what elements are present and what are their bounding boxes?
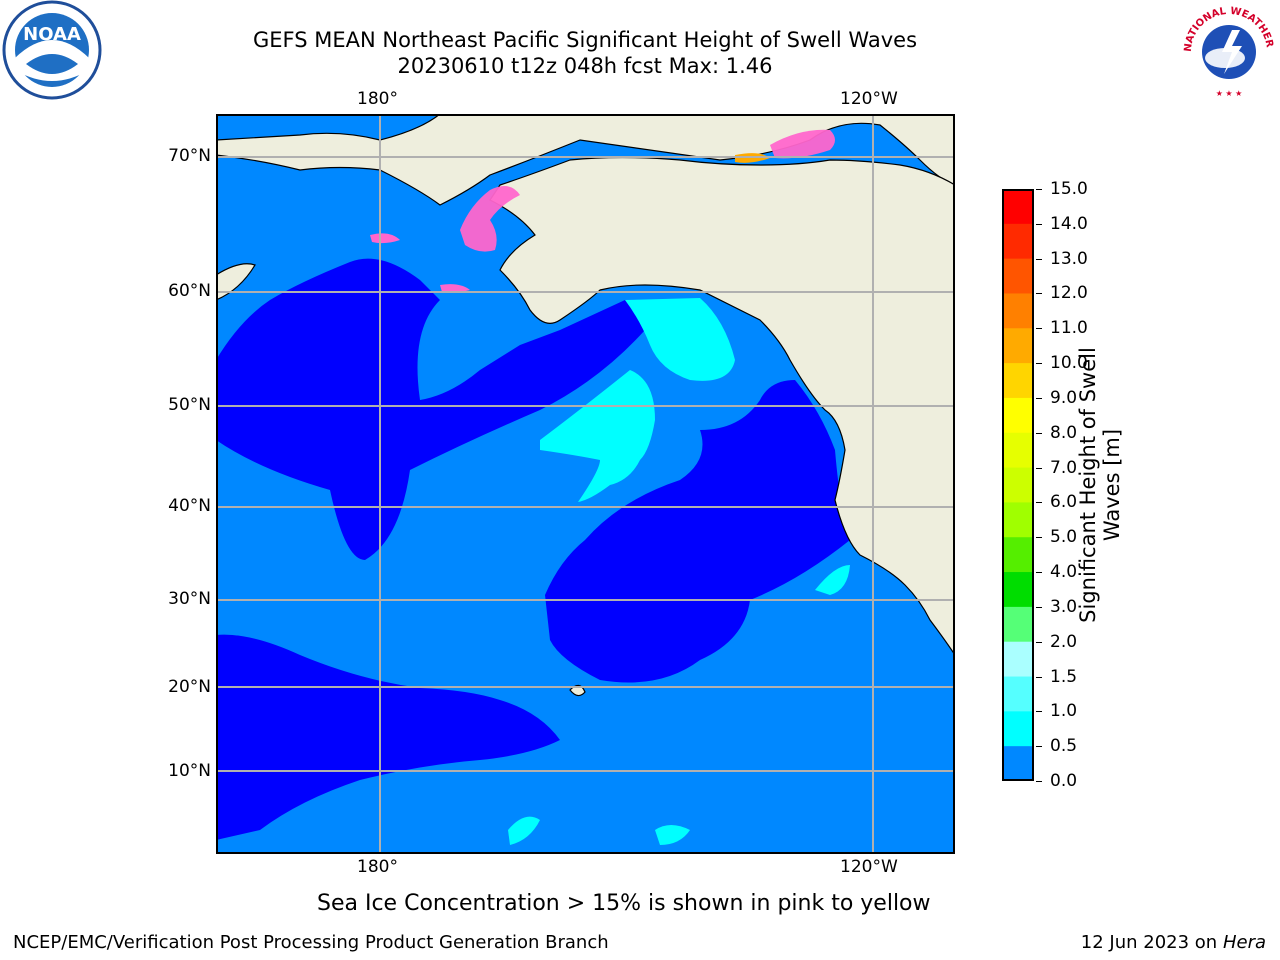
lat-label-30n: 30°N <box>168 589 211 609</box>
map-subtitle: 20230610 t12z 048h fcst Max: 1.46 <box>397 54 773 78</box>
sea-ice-note: Sea Ice Concentration > 15% is shown in … <box>317 891 931 916</box>
colorbar-ticks: 15.0 14.0 13.0 12.0 11.0 10.0 9.0 8.0 7.0 6.0 5.0 4… <box>1036 179 1106 792</box>
colorbar-tick-label: 1.5 <box>1050 666 1078 687</box>
colorbar-tick-mark <box>1036 711 1042 713</box>
colorbar-tick-label: 10.0 <box>1050 353 1088 374</box>
colorbar-segment <box>1002 432 1034 469</box>
colorbar-segment <box>1002 258 1034 294</box>
colorbar-tick-mark <box>1036 223 1042 225</box>
swell-low-region <box>216 258 850 840</box>
colorbar-segment <box>1002 363 1034 399</box>
colorbar-tick-mark <box>1036 363 1042 365</box>
colorbar-tick-label: 12.0 <box>1050 283 1088 304</box>
colorbar-tick-mark <box>1036 746 1042 748</box>
colorbar-tick-mark <box>1036 641 1042 643</box>
map-frame <box>216 114 955 854</box>
lon-label-bottom-180: 180° <box>357 857 398 877</box>
footer-date-text: 12 Jun 2023 on <box>1080 932 1218 953</box>
colorbar-segment <box>1002 606 1034 643</box>
swell-high-region <box>508 298 850 845</box>
lat-label-40n: 40°N <box>168 496 211 516</box>
colorbar-segment <box>1002 711 1034 747</box>
colorbar-label-line2: Waves [m] <box>1100 428 1124 542</box>
colorbar-tick-label: 4.0 <box>1050 562 1078 583</box>
colorbar-tick-label: 5.0 <box>1050 527 1078 548</box>
colorbar-label-line1: Significant Height of Swell <box>1076 347 1100 623</box>
colorbar-frame <box>1002 189 1034 781</box>
noaa-logo-text: NOAA <box>23 24 81 45</box>
colorbar-segment <box>1002 572 1034 608</box>
colorbar-tick-mark <box>1036 189 1042 190</box>
colorbar-tick-label: 2.0 <box>1050 631 1078 652</box>
colorbar-segment <box>1002 223 1034 260</box>
lat-label-20n: 20°N <box>168 677 211 697</box>
colorbar-tick-mark <box>1036 467 1042 469</box>
lon-label-top-120w: 120°W <box>840 89 898 109</box>
colorbar-tick-mark <box>1036 397 1042 399</box>
colorbar-tick-mark <box>1036 537 1042 539</box>
nws-logo: NATIONAL WEATHER SERVICE ★ ★ ★ <box>1174 0 1280 100</box>
colorbar-tick-mark <box>1036 606 1042 608</box>
colorbar-segment <box>1002 328 1034 364</box>
sea-ice <box>370 129 835 293</box>
lat-label-10n: 10°N <box>168 761 211 781</box>
colorbar-tick-label: 7.0 <box>1050 457 1078 478</box>
colorbar-tick-label: 9.0 <box>1050 387 1078 408</box>
svg-text:★ ★ ★: ★ ★ ★ <box>1216 89 1243 98</box>
colorbar-tick-label: 15.0 <box>1050 179 1088 199</box>
lat-label-50n: 50°N <box>168 395 211 415</box>
lon-label-bottom-120w: 120°W <box>840 857 898 877</box>
colorbar-tick-label: 0.5 <box>1050 736 1078 757</box>
map-title: GEFS MEAN Northeast Pacific Significant … <box>252 28 918 52</box>
lat-label-60n: 60°N <box>168 281 211 301</box>
colorbar-tick-mark <box>1036 502 1042 504</box>
colorbar-segment <box>1002 502 1034 538</box>
swell-height-map <box>216 114 955 854</box>
lat-label-70n: 70°N <box>168 146 211 166</box>
footer-machine: Hera <box>1222 932 1266 953</box>
colorbar-segment <box>1002 189 1034 225</box>
colorbar-tick-mark <box>1036 572 1042 574</box>
colorbar-tick-label: 11.0 <box>1050 318 1088 339</box>
colorbar-tick-mark <box>1036 432 1042 434</box>
colorbar-segment <box>1002 397 1034 434</box>
colorbar-tick-mark <box>1036 676 1042 678</box>
colorbar-segment <box>1002 676 1034 712</box>
colorbar-tick-mark <box>1036 781 1042 782</box>
colorbar-tick-label: 14.0 <box>1050 213 1088 234</box>
colorbar-segment <box>1002 467 1034 503</box>
lon-label-top-180: 180° <box>357 89 398 109</box>
colorbar <box>1002 189 1034 781</box>
colorbar-tick-label: 0.0 <box>1050 771 1078 791</box>
noaa-logo: NOAA <box>0 0 104 104</box>
colorbar-segment <box>1002 537 1034 573</box>
colorbar-tick-mark <box>1036 293 1042 295</box>
footer-date: 12 Jun 2023 on Hera <box>1081 932 1266 953</box>
colorbar-tick-mark <box>1036 258 1042 260</box>
colorbar-tick-label: 3.0 <box>1050 596 1078 617</box>
colorbar-segment <box>1002 746 1034 781</box>
colorbar-segment <box>1002 293 1034 329</box>
colorbar-tick-mark <box>1036 328 1042 330</box>
colorbar-tick-label: 6.0 <box>1050 492 1078 513</box>
colorbar-tick-label: 13.0 <box>1050 248 1088 269</box>
footer-credit: NCEP/EMC/Verification Post Processing Pr… <box>13 932 609 953</box>
colorbar-tick-label: 8.0 <box>1050 422 1078 443</box>
colorbar-segment <box>1002 641 1034 678</box>
graticule <box>216 114 955 854</box>
colorbar-tick-label: 1.0 <box>1050 701 1078 722</box>
